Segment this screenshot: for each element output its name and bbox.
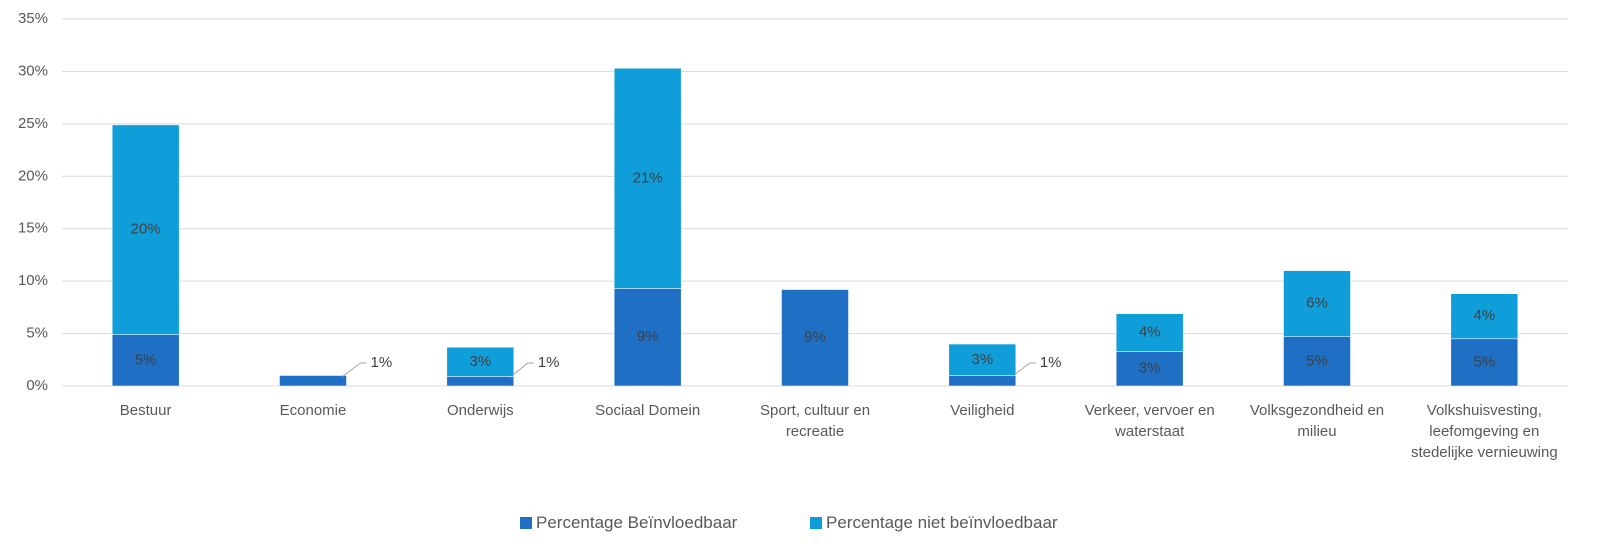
x-tick-label: Volksgezondheid en milieu — [1249, 402, 1385, 440]
data-label: 5% — [135, 351, 157, 368]
leader-line — [1011, 362, 1036, 377]
x-tick-label: Onderwijs — [446, 402, 514, 419]
data-label: 4% — [1139, 323, 1161, 340]
bar-segment — [111, 334, 180, 387]
bar-segment — [613, 288, 682, 387]
legend-label: Percentage niet beïnvloedbaar — [826, 513, 1058, 532]
bar-segment — [613, 68, 682, 289]
legend-item: Percentage niet beïnvloedbaar — [810, 513, 1058, 533]
y-tick-label: 0% — [26, 377, 48, 394]
x-tick-label: Sport, cultuur en recreatie — [759, 402, 871, 440]
data-label: 1% — [371, 354, 393, 371]
data-label: 5% — [1306, 352, 1328, 369]
bar-segment — [1283, 336, 1351, 387]
data-label: 6% — [1306, 295, 1328, 312]
leader-line — [342, 362, 367, 377]
bar-segment — [1450, 338, 1519, 387]
data-label: 1% — [538, 354, 560, 371]
data-label: 21% — [633, 169, 663, 186]
y-tick-label: 25% — [18, 115, 48, 132]
bar-segment — [446, 376, 515, 387]
y-tick-label: 20% — [18, 167, 48, 184]
y-tick-label: 35% — [18, 10, 48, 27]
data-label: 20% — [131, 221, 161, 238]
bar-segment — [1450, 293, 1519, 340]
data-label: 3% — [1139, 360, 1161, 377]
y-tick-label: 10% — [18, 272, 48, 289]
data-label: 3% — [971, 351, 993, 368]
bar-segment — [446, 346, 515, 377]
x-tick-label: Economie — [279, 402, 347, 419]
data-label: 9% — [637, 328, 659, 345]
data-label: 3% — [469, 353, 491, 370]
bar-segment — [1283, 270, 1351, 337]
legend-swatch — [810, 517, 822, 529]
bar-segment — [1115, 351, 1184, 387]
y-tick-label: 30% — [18, 62, 48, 79]
legend-item: Percentage Beïnvloedbaar — [520, 513, 737, 533]
y-tick-label: 15% — [18, 220, 48, 237]
x-tick-label: Bestuur — [119, 402, 172, 419]
x-tick-label: Sociaal Domein — [595, 402, 701, 419]
x-tick-label: Volkshuisvesting, leefomgeving en stedel… — [1410, 402, 1558, 461]
bar-segment — [781, 289, 849, 387]
x-tick-label: Verkeer, vervoer en waterstaat — [1084, 402, 1215, 440]
legend-label: Percentage Beïnvloedbaar — [536, 513, 738, 532]
bar-segment — [948, 375, 1017, 387]
data-label: 5% — [1473, 353, 1495, 370]
x-tick-label: Veiligheid — [950, 402, 1015, 419]
y-tick-label: 5% — [26, 325, 48, 342]
bar-segment — [1115, 313, 1184, 352]
data-label: 1% — [1040, 354, 1062, 371]
data-label: 4% — [1473, 307, 1495, 324]
data-label: 9% — [804, 329, 826, 346]
bar-segment — [279, 375, 347, 387]
bar-segment — [111, 124, 180, 335]
bar-segment — [948, 343, 1017, 376]
legend-swatch — [520, 517, 532, 529]
leader-line — [509, 362, 534, 378]
